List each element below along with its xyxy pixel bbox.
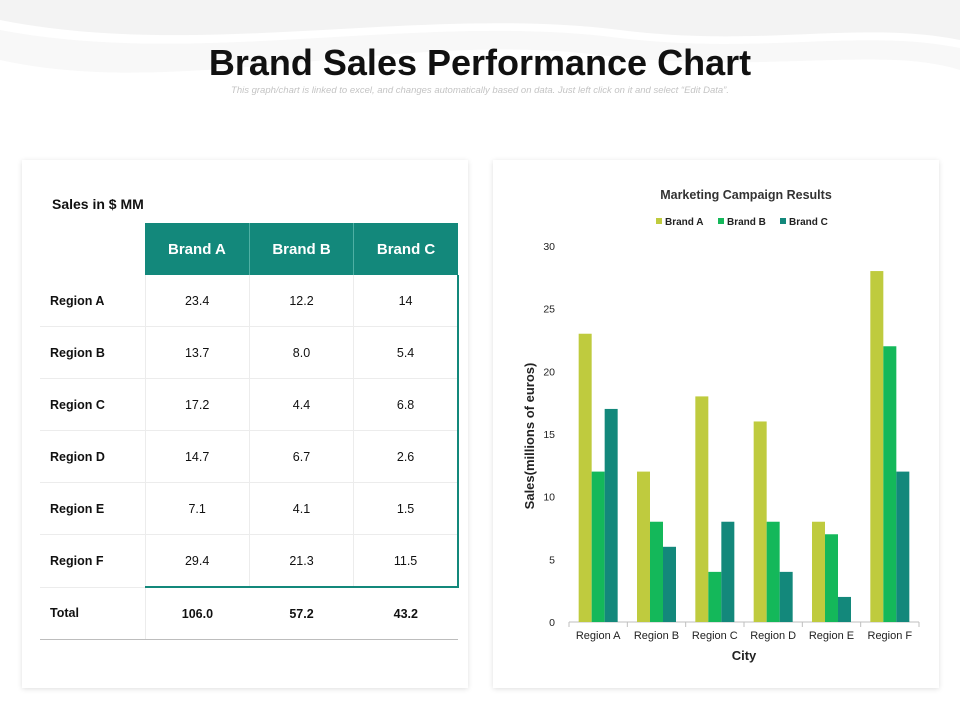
table-row: Region B 13.7 8.0 5.4 [40, 326, 459, 379]
legend-swatch [656, 218, 662, 224]
table-header-row: Brand A Brand B Brand C [40, 223, 458, 275]
bar-chart: Marketing Campaign Results Brand A Brand B… [522, 188, 920, 663]
bar [896, 471, 910, 622]
table-row: Region D 14.7 6.7 2.6 [40, 430, 459, 483]
row-label: Region C [40, 378, 146, 431]
table-cell: 23.4 [144, 275, 250, 327]
x-tick-label: Region F [868, 630, 913, 642]
table-cell: 1.5 [353, 482, 459, 535]
y-tick-label: 25 [543, 304, 555, 316]
table-row: Region C 17.2 4.4 6.8 [40, 378, 459, 431]
row-label: Region F [40, 534, 146, 588]
table-cell: 2.6 [353, 430, 459, 483]
legend-swatch [718, 218, 724, 224]
table-row: Region E 7.1 4.1 1.5 [40, 482, 459, 535]
total-cell: 43.2 [353, 587, 458, 640]
bar [637, 471, 650, 622]
total-cell: 57.2 [249, 587, 354, 640]
y-tick-label: 10 [543, 492, 555, 504]
table-cell: 8.0 [249, 326, 355, 379]
x-tick-label: Region D [750, 630, 796, 642]
table-cell: 12.2 [249, 275, 355, 327]
bar [591, 471, 605, 622]
table-cell: 13.7 [144, 326, 250, 379]
legend-label: Brand A [665, 217, 704, 228]
x-axis-title: City [732, 648, 757, 663]
total-cell: 106.0 [144, 587, 250, 640]
table-cell: 17.2 [144, 378, 250, 431]
table-row: Region A 23.4 12.2 14 [40, 275, 459, 327]
table-row: Region F 29.4 21.3 11.5 [40, 534, 459, 588]
x-tick-label: Region A [576, 630, 621, 642]
x-tick-label: Region B [634, 630, 679, 642]
x-tick-label: Region C [692, 630, 738, 642]
bar [650, 521, 663, 622]
chart-title: Marketing Campaign Results [660, 188, 832, 202]
table-cell: 14.7 [144, 430, 250, 483]
table-cell: 21.3 [249, 534, 355, 588]
row-label: Region A [40, 275, 146, 327]
y-tick-label: 30 [543, 241, 555, 253]
bar [870, 271, 884, 622]
column-header-brand-a: Brand A [145, 223, 250, 275]
chart-panel: Marketing Campaign Results Brand A Brand B… [493, 160, 939, 688]
row-label: Region D [40, 430, 146, 483]
row-label: Region B [40, 326, 146, 379]
total-label: Total [40, 587, 145, 640]
bar [663, 546, 676, 622]
page-title: Brand Sales Performance Chart [208, 42, 752, 83]
x-tick-label: Region E [809, 630, 854, 642]
header-swoosh-decoration [0, 0, 960, 73]
table-cell: 5.4 [353, 326, 459, 379]
bar [883, 346, 897, 622]
bar [721, 521, 735, 622]
table-cell: 29.4 [144, 534, 250, 588]
y-tick-label: 15 [543, 429, 555, 441]
page-subtitle: This graph/chart is linked to excel, and… [231, 85, 729, 96]
table-cell: 4.1 [249, 482, 355, 535]
bar [766, 521, 780, 622]
table-cell: 11.5 [353, 534, 459, 588]
y-tick-label: 5 [549, 554, 555, 566]
bar [779, 571, 793, 622]
bar [838, 596, 851, 622]
table-total-row: Total 106.0 57.2 43.2 [40, 587, 458, 640]
y-tick-label: 0 [549, 617, 555, 629]
column-header-brand-c: Brand C [353, 223, 458, 275]
table-cell: 4.4 [249, 378, 355, 431]
table-cell: 14 [353, 275, 459, 327]
bar [812, 521, 825, 622]
legend-label: Brand C [789, 217, 828, 228]
table-cell: 6.8 [353, 378, 459, 431]
y-axis-title: Sales(millions of euros) [522, 363, 537, 510]
table-header-corner [40, 223, 145, 275]
sales-table: Brand A Brand B Brand C Region A 23.4 12… [40, 223, 459, 640]
row-label: Region E [40, 482, 146, 535]
bar [825, 534, 838, 622]
column-header-brand-b: Brand B [249, 223, 355, 275]
table-caption: Sales in $ MM [52, 196, 144, 212]
legend-swatch [780, 218, 786, 224]
bar [578, 333, 592, 622]
sales-table-panel: Sales in $ MM Brand A Brand B Brand C Re… [22, 160, 468, 688]
legend-label: Brand B [727, 217, 766, 228]
bar [695, 396, 709, 622]
table-cell: 6.7 [249, 430, 355, 483]
bar [708, 571, 722, 622]
table-cell: 7.1 [144, 482, 250, 535]
bar [604, 408, 618, 622]
bar [753, 421, 767, 622]
y-tick-label: 20 [543, 366, 555, 378]
